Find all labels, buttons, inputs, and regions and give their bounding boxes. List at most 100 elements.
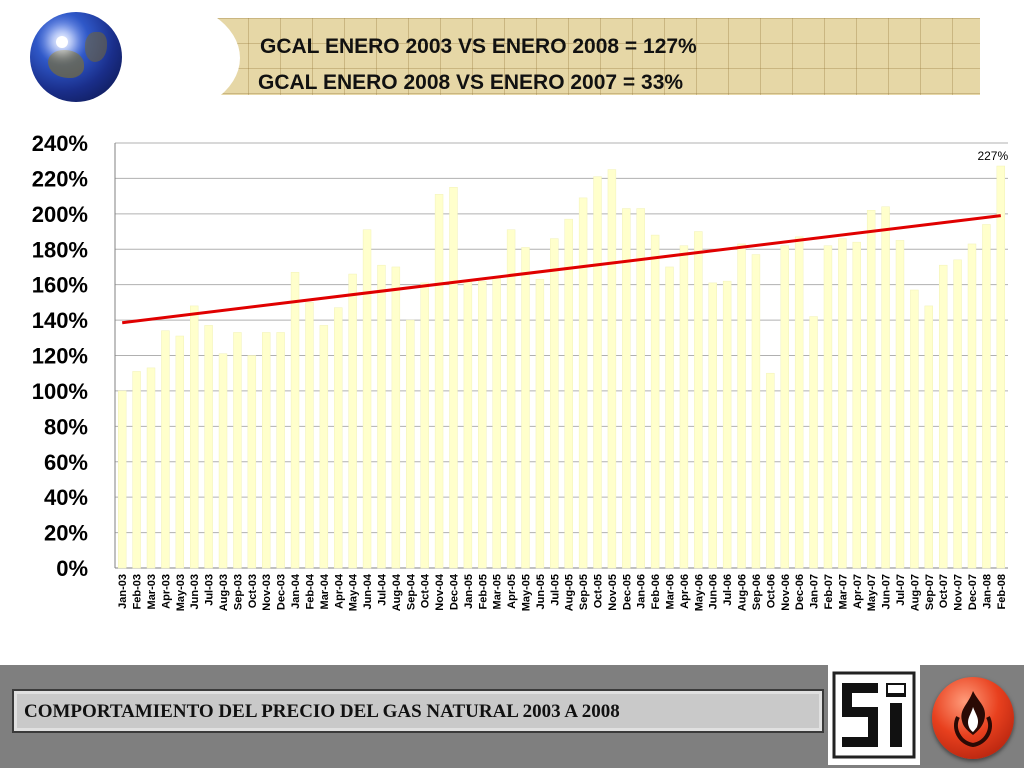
x-tick-label: Aug-04 bbox=[391, 573, 403, 611]
bar bbox=[319, 325, 329, 569]
bar bbox=[967, 243, 977, 569]
x-tick-label: Mar-06 bbox=[665, 574, 677, 609]
bar bbox=[348, 273, 357, 569]
x-tick-label: Jun-07 bbox=[881, 574, 893, 609]
bar bbox=[780, 245, 789, 569]
x-tick-label: Aug-03 bbox=[218, 574, 230, 611]
x-tick-label: Jan-06 bbox=[636, 574, 648, 609]
caption-box: COMPORTAMIENTO DEL PRECIO DEL GAS NATURA… bbox=[12, 689, 824, 733]
x-tick-label: Jun-06 bbox=[708, 574, 720, 609]
bar bbox=[938, 264, 948, 569]
x-tick-label: Oct-03 bbox=[247, 574, 259, 608]
bar bbox=[290, 272, 300, 569]
x-tick-label: Aug-07 bbox=[909, 574, 921, 611]
bar bbox=[650, 234, 660, 569]
x-tick-label: Sep-04 bbox=[405, 573, 417, 610]
x-tick-label: Sep-06 bbox=[751, 574, 763, 610]
y-tick-label: 80% bbox=[44, 414, 88, 439]
x-tick-label: Nov-04 bbox=[434, 573, 446, 611]
bar bbox=[420, 282, 429, 569]
x-tick-label: Oct-05 bbox=[593, 574, 605, 608]
bar bbox=[578, 197, 588, 569]
bar bbox=[175, 335, 185, 569]
flame-logo-icon bbox=[932, 677, 1014, 759]
x-tick-label: Sep-05 bbox=[578, 574, 590, 610]
x-tick-label: Apr-07 bbox=[852, 574, 864, 609]
bar bbox=[434, 194, 444, 569]
bar bbox=[132, 371, 141, 569]
x-tick-label: May-06 bbox=[693, 574, 705, 611]
title-line-1: GCAL ENERO 2003 VS ENERO 2008 = 127% bbox=[260, 35, 697, 58]
bar bbox=[146, 367, 156, 569]
y-tick-label: 60% bbox=[44, 450, 88, 475]
bar bbox=[521, 247, 530, 569]
x-tick-label: Mar-03 bbox=[146, 574, 158, 609]
bar bbox=[233, 332, 242, 569]
x-tick-label: Jun-04 bbox=[362, 573, 374, 609]
bar bbox=[622, 208, 631, 569]
x-tick-label: Apr-04 bbox=[333, 573, 345, 609]
bar bbox=[406, 319, 415, 569]
footer-bar: COMPORTAMIENTO DEL PRECIO DEL GAS NATURA… bbox=[0, 665, 1024, 768]
bar bbox=[247, 355, 257, 569]
y-tick-label: 20% bbox=[44, 521, 88, 546]
bar bbox=[953, 259, 962, 569]
bar bbox=[204, 325, 213, 569]
bar bbox=[823, 245, 833, 569]
x-tick-label: Feb-05 bbox=[477, 574, 489, 609]
y-tick-label: 240% bbox=[32, 131, 88, 156]
bar bbox=[564, 218, 573, 569]
bar bbox=[866, 210, 876, 569]
x-tick-label: Dec-05 bbox=[621, 574, 633, 610]
x-tick-label: Jul-04 bbox=[376, 573, 388, 606]
bar bbox=[852, 241, 861, 569]
bar bbox=[838, 238, 847, 569]
x-tick-label: Feb-03 bbox=[132, 574, 144, 609]
bar bbox=[377, 264, 386, 569]
x-tick-label: Jul-06 bbox=[722, 574, 734, 606]
x-tick-label: Jul-03 bbox=[204, 574, 216, 606]
x-tick-label: May-03 bbox=[175, 574, 187, 611]
x-tick-label: May-04 bbox=[348, 573, 360, 611]
x-tick-label: Jul-07 bbox=[895, 574, 907, 606]
bar bbox=[478, 280, 487, 569]
y-tick-label: 40% bbox=[44, 485, 88, 510]
bar bbox=[362, 229, 372, 569]
bar bbox=[161, 330, 170, 569]
bar bbox=[276, 332, 285, 569]
bar bbox=[751, 254, 761, 569]
x-tick-label: Jan-08 bbox=[981, 574, 993, 609]
x-tick-label: Aug-06 bbox=[737, 574, 749, 611]
bar bbox=[881, 206, 890, 569]
x-tick-label: Dec-04 bbox=[448, 573, 460, 610]
x-tick-label: Apr-06 bbox=[679, 574, 691, 609]
x-tick-label: Feb-07 bbox=[823, 574, 835, 609]
y-tick-label: 140% bbox=[32, 308, 88, 333]
bar bbox=[694, 231, 703, 569]
y-tick-label: 100% bbox=[32, 379, 88, 404]
bar bbox=[593, 176, 602, 569]
x-tick-label: Nov-06 bbox=[780, 574, 792, 611]
si-logo-icon bbox=[828, 665, 920, 765]
title-banner bbox=[120, 18, 980, 95]
footer-caption: COMPORTAMIENTO DEL PRECIO DEL GAS NATURA… bbox=[24, 701, 620, 722]
x-tick-label: Jul-05 bbox=[549, 574, 561, 606]
y-tick-label: 180% bbox=[32, 237, 88, 262]
y-tick-label: 220% bbox=[32, 166, 88, 191]
x-tick-label: Dec-07 bbox=[967, 574, 979, 610]
x-tick-label: Jun-03 bbox=[189, 574, 201, 609]
data-label: 227% bbox=[977, 149, 1008, 163]
map-grid-background bbox=[120, 18, 980, 95]
bar bbox=[996, 165, 1006, 569]
bar bbox=[463, 280, 473, 569]
bar bbox=[506, 229, 516, 569]
x-tick-label: Mar-05 bbox=[492, 574, 504, 609]
x-tick-label: May-05 bbox=[520, 574, 532, 611]
bar bbox=[895, 240, 905, 569]
x-tick-label: Nov-03 bbox=[261, 574, 273, 611]
bar bbox=[305, 302, 314, 569]
x-tick-label: Oct-07 bbox=[938, 574, 950, 608]
bar bbox=[722, 280, 732, 569]
bar bbox=[262, 332, 271, 569]
x-tick-label: Nov-07 bbox=[953, 574, 965, 611]
